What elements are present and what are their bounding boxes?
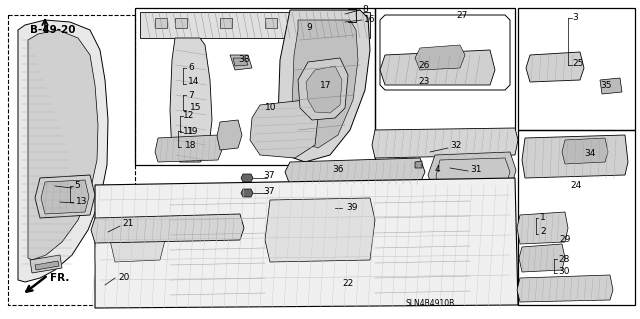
Text: 26: 26 — [418, 61, 429, 70]
Text: 28: 28 — [558, 256, 570, 264]
Text: 16: 16 — [364, 14, 376, 24]
Polygon shape — [230, 55, 252, 70]
Polygon shape — [265, 198, 375, 262]
Text: 9: 9 — [306, 24, 312, 33]
Polygon shape — [220, 18, 232, 28]
Polygon shape — [170, 38, 212, 162]
Polygon shape — [241, 174, 253, 182]
Polygon shape — [292, 20, 358, 148]
Polygon shape — [517, 275, 613, 302]
Text: 15: 15 — [190, 103, 202, 113]
Polygon shape — [28, 30, 98, 260]
Text: 31: 31 — [470, 165, 481, 174]
Text: 20: 20 — [118, 272, 129, 281]
Text: 24: 24 — [570, 182, 581, 190]
Text: 10: 10 — [265, 103, 276, 113]
Text: 32: 32 — [450, 142, 461, 151]
Polygon shape — [345, 18, 357, 28]
Polygon shape — [415, 161, 422, 168]
Text: 17: 17 — [320, 81, 332, 91]
Text: 35: 35 — [600, 80, 611, 90]
Text: 29: 29 — [559, 235, 570, 244]
Polygon shape — [265, 18, 277, 28]
Polygon shape — [522, 135, 628, 178]
Polygon shape — [95, 178, 518, 308]
Polygon shape — [91, 214, 244, 243]
Text: 36: 36 — [332, 165, 344, 174]
Polygon shape — [428, 152, 516, 195]
Polygon shape — [18, 20, 108, 282]
Text: FR.: FR. — [50, 273, 69, 283]
Text: 38: 38 — [238, 56, 250, 64]
Polygon shape — [155, 18, 167, 28]
Polygon shape — [562, 138, 608, 164]
Polygon shape — [233, 58, 248, 66]
Text: SLN4B4910B: SLN4B4910B — [405, 299, 454, 308]
Polygon shape — [285, 158, 425, 185]
Polygon shape — [155, 135, 222, 162]
Text: 23: 23 — [418, 77, 429, 85]
Text: 18: 18 — [185, 140, 196, 150]
Text: 2: 2 — [540, 227, 546, 236]
Text: 6: 6 — [188, 63, 194, 72]
Polygon shape — [380, 50, 495, 85]
Text: 7: 7 — [188, 91, 194, 100]
Text: 8: 8 — [362, 4, 368, 13]
Text: 25: 25 — [572, 58, 584, 68]
Polygon shape — [278, 10, 370, 162]
Text: 3: 3 — [572, 13, 578, 23]
Text: 19: 19 — [187, 127, 198, 136]
Polygon shape — [30, 255, 62, 273]
Polygon shape — [241, 189, 253, 197]
Polygon shape — [526, 52, 584, 82]
Polygon shape — [338, 204, 344, 212]
Polygon shape — [110, 218, 165, 262]
Polygon shape — [517, 212, 568, 244]
Text: 5: 5 — [74, 182, 80, 190]
Polygon shape — [35, 261, 59, 270]
Text: 22: 22 — [342, 279, 353, 288]
Text: 39: 39 — [346, 204, 358, 212]
Text: 37: 37 — [263, 172, 275, 181]
Polygon shape — [310, 18, 322, 28]
Polygon shape — [600, 78, 622, 94]
Text: 14: 14 — [188, 78, 200, 86]
Text: 1: 1 — [540, 213, 546, 222]
Polygon shape — [175, 18, 187, 28]
Text: 13: 13 — [76, 197, 88, 205]
Polygon shape — [306, 66, 342, 113]
Polygon shape — [41, 180, 89, 214]
Polygon shape — [298, 58, 348, 120]
Polygon shape — [35, 175, 95, 218]
Polygon shape — [415, 45, 465, 70]
Polygon shape — [140, 12, 370, 38]
Text: 27: 27 — [456, 11, 467, 20]
Text: 4: 4 — [435, 165, 440, 174]
Text: 12: 12 — [183, 112, 195, 121]
Polygon shape — [217, 120, 242, 150]
Polygon shape — [519, 244, 565, 272]
Text: 34: 34 — [584, 149, 595, 158]
Text: 30: 30 — [558, 268, 570, 277]
Polygon shape — [372, 128, 518, 158]
Text: 11: 11 — [183, 127, 195, 136]
Text: 37: 37 — [263, 187, 275, 196]
Text: B-49-20: B-49-20 — [30, 25, 76, 35]
Polygon shape — [250, 100, 318, 158]
Text: 21: 21 — [122, 219, 133, 228]
